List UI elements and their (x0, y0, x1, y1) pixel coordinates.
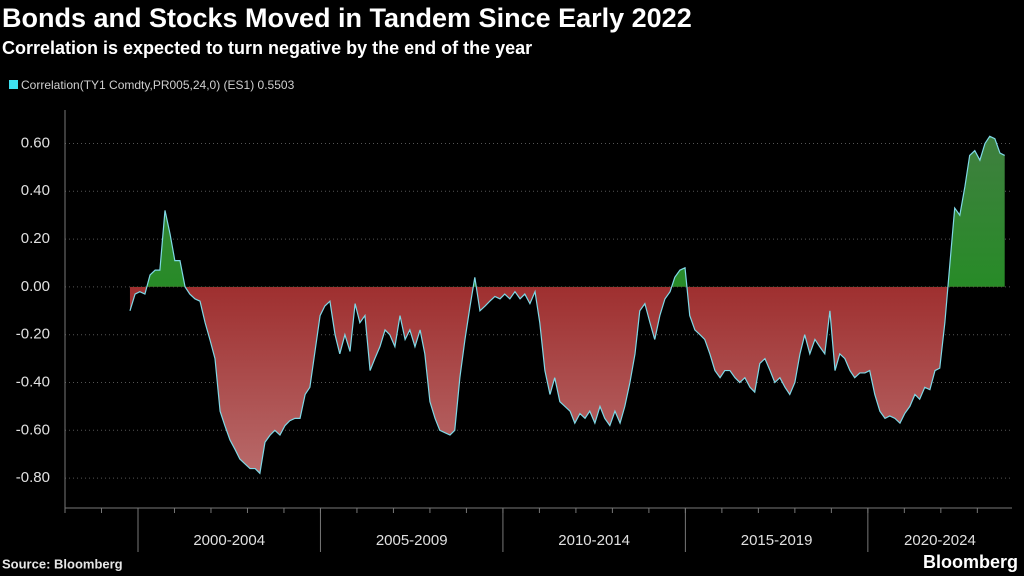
x-tick-label: 2000-2004 (193, 532, 265, 549)
y-tick-label: -0.20 (16, 326, 50, 343)
x-tick-label: 2005-2009 (376, 532, 448, 549)
negative-area (129, 286, 1005, 474)
x-tick-label: 2010-2014 (558, 532, 630, 549)
line (129, 135, 1005, 475)
y-tick-label: 0.60 (21, 134, 50, 151)
x-tick-label: 2020-2024 (904, 532, 976, 549)
chart-title: Bonds and Stocks Moved in Tandem Since E… (2, 3, 692, 33)
source: Source: Bloomberg (2, 556, 123, 571)
y-tick-label: -0.80 (16, 469, 50, 486)
x-tick-label: 2015-2019 (741, 532, 813, 549)
y-tick-label: -0.60 (16, 421, 50, 438)
chart-subtitle: Correlation is expected to turn negative… (2, 38, 532, 58)
y-tick-label: 0.40 (21, 182, 50, 199)
y-tick-label: 0.00 (21, 278, 50, 295)
y-tick-label: 0.20 (21, 230, 50, 247)
y-tick-label: -0.40 (16, 373, 50, 390)
legend-swatch (9, 80, 18, 89)
legend-label: Correlation(TY1 Comdty,PR005,24,0) (ES1)… (21, 78, 295, 92)
brand: Bloomberg (923, 552, 1018, 572)
